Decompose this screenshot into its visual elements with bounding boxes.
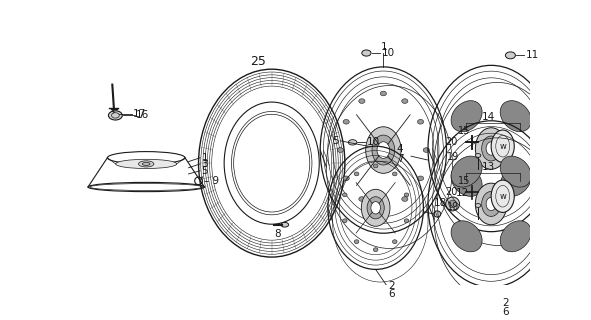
Ellipse shape — [354, 240, 359, 244]
Ellipse shape — [142, 162, 150, 165]
Text: 5: 5 — [333, 136, 339, 146]
Ellipse shape — [343, 176, 349, 180]
Text: 1: 1 — [202, 153, 208, 163]
Text: 15: 15 — [458, 176, 470, 186]
Ellipse shape — [475, 154, 480, 157]
Text: 3: 3 — [202, 159, 208, 169]
Circle shape — [449, 200, 456, 208]
Ellipse shape — [366, 127, 401, 173]
Text: 2: 2 — [502, 298, 509, 308]
Circle shape — [446, 197, 460, 211]
Text: – 9: – 9 — [204, 176, 219, 186]
Ellipse shape — [475, 204, 480, 207]
Ellipse shape — [451, 101, 482, 132]
Text: 6: 6 — [502, 307, 509, 317]
Ellipse shape — [392, 240, 397, 244]
Text: 20: 20 — [446, 188, 458, 197]
Text: 10: 10 — [382, 48, 395, 58]
Ellipse shape — [500, 221, 531, 252]
Text: 25: 25 — [250, 55, 266, 68]
Ellipse shape — [374, 164, 378, 168]
Ellipse shape — [486, 197, 496, 211]
Ellipse shape — [367, 197, 384, 219]
Text: w: w — [499, 142, 506, 151]
Text: 7: 7 — [397, 154, 404, 164]
Ellipse shape — [380, 204, 387, 209]
Ellipse shape — [359, 197, 365, 201]
Text: 5: 5 — [202, 166, 208, 176]
Text: w: w — [499, 192, 506, 201]
Ellipse shape — [482, 136, 501, 161]
Text: 11: 11 — [526, 50, 539, 60]
Ellipse shape — [417, 119, 424, 124]
Ellipse shape — [359, 99, 365, 103]
Ellipse shape — [362, 50, 371, 56]
Text: 1: 1 — [381, 42, 388, 52]
Ellipse shape — [404, 193, 409, 197]
Ellipse shape — [451, 221, 482, 252]
Ellipse shape — [475, 128, 507, 169]
Ellipse shape — [491, 180, 514, 212]
Ellipse shape — [500, 101, 531, 132]
Ellipse shape — [486, 142, 496, 155]
Ellipse shape — [500, 165, 531, 196]
Ellipse shape — [377, 142, 389, 158]
Ellipse shape — [374, 248, 378, 252]
Ellipse shape — [342, 193, 347, 197]
Text: 18: 18 — [434, 198, 447, 208]
Text: 4: 4 — [397, 143, 404, 154]
Ellipse shape — [354, 172, 359, 176]
Text: 19: 19 — [447, 152, 460, 162]
Text: 6: 6 — [389, 289, 395, 299]
Ellipse shape — [505, 52, 515, 59]
Text: 8: 8 — [275, 229, 281, 239]
Ellipse shape — [451, 156, 482, 187]
Ellipse shape — [361, 189, 390, 226]
Ellipse shape — [224, 102, 319, 224]
Ellipse shape — [116, 159, 177, 169]
Ellipse shape — [482, 191, 501, 216]
Ellipse shape — [337, 148, 343, 152]
Text: 10: 10 — [366, 137, 379, 147]
Ellipse shape — [111, 112, 116, 116]
Ellipse shape — [343, 119, 349, 124]
Text: 2: 2 — [389, 281, 395, 291]
Text: 19: 19 — [447, 202, 460, 212]
Ellipse shape — [451, 165, 482, 196]
Ellipse shape — [491, 130, 514, 162]
Text: 16: 16 — [136, 110, 150, 120]
Ellipse shape — [371, 202, 381, 214]
Ellipse shape — [475, 183, 507, 225]
Ellipse shape — [500, 156, 531, 187]
Text: 13: 13 — [482, 162, 495, 172]
Ellipse shape — [423, 148, 430, 152]
Ellipse shape — [434, 211, 441, 217]
Ellipse shape — [281, 222, 288, 227]
Text: 20: 20 — [446, 137, 458, 147]
Text: 17: 17 — [133, 109, 147, 119]
Ellipse shape — [404, 219, 409, 223]
Ellipse shape — [342, 219, 347, 223]
Ellipse shape — [402, 197, 408, 201]
Ellipse shape — [417, 176, 424, 180]
Ellipse shape — [402, 99, 408, 103]
Text: 15: 15 — [458, 126, 470, 136]
Ellipse shape — [138, 161, 154, 167]
Text: 12: 12 — [456, 188, 469, 198]
Ellipse shape — [109, 111, 122, 120]
Ellipse shape — [392, 172, 397, 176]
Text: 14: 14 — [482, 112, 495, 122]
Ellipse shape — [372, 135, 395, 165]
Ellipse shape — [348, 140, 357, 145]
Ellipse shape — [380, 91, 387, 96]
